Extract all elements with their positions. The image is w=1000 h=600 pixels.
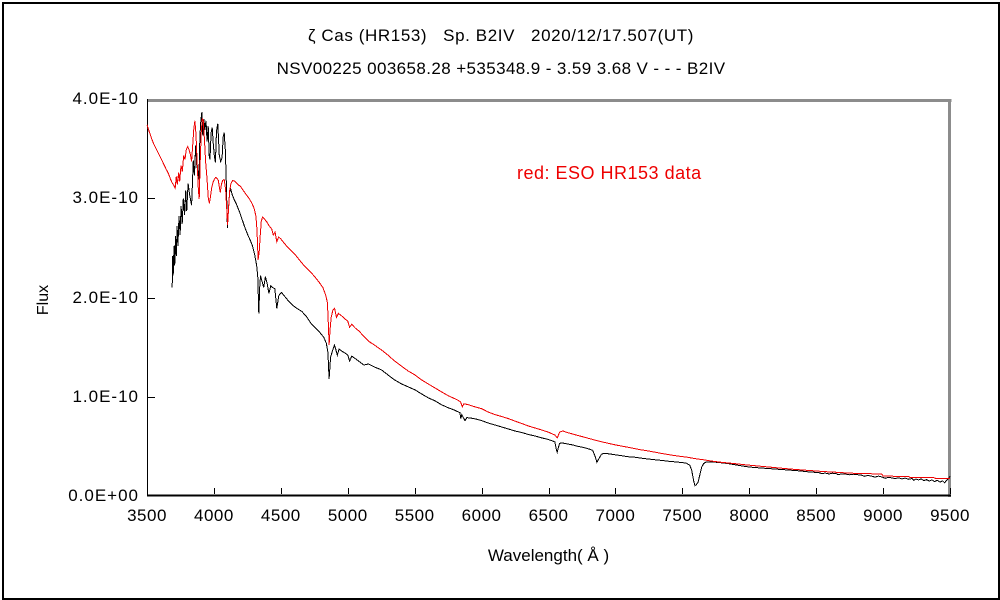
- x-tick-label: 9000: [863, 506, 903, 525]
- y-tick-label: 1.0E-10: [72, 386, 139, 406]
- x-tick-label: 6500: [528, 506, 569, 525]
- x-tick-label: 4500: [260, 506, 301, 525]
- eso-reference-line: [146, 117, 951, 480]
- chart-title: ζ Cas (HR153) Sp. B2IV 2020/12/17.507(UT…: [307, 26, 694, 45]
- y-tick-label: 2.0E-10: [72, 287, 139, 307]
- observed-spectrum-line: [171, 111, 951, 487]
- x-tick-label: 5000: [327, 506, 368, 525]
- x-tick-label: 5500: [394, 506, 435, 525]
- x-tick-label: 3500: [127, 506, 167, 525]
- x-tick-label: 4000: [193, 506, 234, 525]
- x-tick-label: 8000: [729, 506, 770, 525]
- x-tick-label: 8500: [796, 506, 837, 525]
- x-tick-label: 7500: [662, 506, 703, 525]
- x-tick-label: 9500: [930, 506, 970, 525]
- y-tick-label: 3.0E-10: [72, 188, 139, 208]
- y-tick-label: 0.0E+00: [68, 486, 139, 505]
- x-tick-label: 6000: [461, 506, 502, 525]
- x-axis-title: Wavelength( Å ): [487, 546, 610, 565]
- chart-subtitle: NSV00225 003658.28 +535348.9 - 3.59 3.68…: [276, 59, 726, 78]
- legend-annotation: red: ESO HR153 data: [517, 163, 702, 183]
- y-tick-label: 4.0E-10: [72, 89, 139, 108]
- spectrum-plot: [146, 99, 952, 497]
- x-tick-label: 7000: [595, 506, 636, 525]
